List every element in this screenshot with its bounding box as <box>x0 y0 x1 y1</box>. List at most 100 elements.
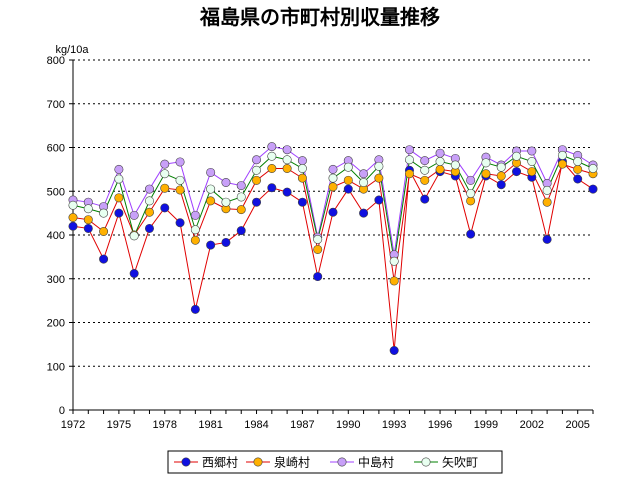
data-point <box>496 171 506 181</box>
series-markers-3 <box>68 142 598 260</box>
data-point <box>328 164 338 174</box>
x-tick-label: 1987 <box>290 419 314 431</box>
y-tick-label: 300 <box>47 274 65 286</box>
data-point <box>420 165 430 175</box>
data-point <box>83 223 93 233</box>
data-point <box>190 225 200 235</box>
gridlines <box>73 59 593 367</box>
data-point <box>252 165 262 175</box>
data-point <box>160 203 170 213</box>
data-point <box>129 231 139 241</box>
legend-label: 中島村 <box>358 455 394 470</box>
axes: 0 100 200 300 400 500 600 700 800 1972 1975 1978 198… <box>47 55 594 431</box>
y-tick-label: 100 <box>47 361 65 373</box>
data-point <box>221 237 231 247</box>
data-point <box>435 164 445 174</box>
data-point <box>343 184 353 194</box>
data-point <box>573 164 583 174</box>
data-point <box>252 155 262 165</box>
data-point <box>466 188 476 198</box>
data-point <box>175 157 185 167</box>
data-point <box>389 276 399 286</box>
data-point <box>282 145 292 155</box>
data-point <box>573 157 583 167</box>
data-point <box>542 197 552 207</box>
legend-item-2: 泉崎村 <box>246 456 310 470</box>
legend: 西郷村 泉崎村 中島村 矢吹町 <box>167 450 503 474</box>
data-point <box>175 185 185 195</box>
data-point <box>267 142 277 152</box>
legend-label: 矢吹町 <box>442 456 478 470</box>
data-point <box>420 175 430 185</box>
legend-marker <box>421 457 431 467</box>
data-point <box>190 235 200 245</box>
series-group <box>68 142 598 355</box>
data-point <box>252 197 262 207</box>
data-point <box>328 182 338 192</box>
x-tick-label: 1999 <box>474 419 498 431</box>
data-point <box>359 178 369 188</box>
legend-marker <box>181 457 191 467</box>
data-point <box>297 197 307 207</box>
y-tick-label: 400 <box>47 230 65 242</box>
y-tick-label: 800 <box>47 55 65 67</box>
data-point <box>282 155 292 165</box>
data-point <box>542 185 552 195</box>
data-point <box>527 167 537 177</box>
data-point <box>466 229 476 239</box>
y-tick-label: 700 <box>47 99 65 111</box>
data-point <box>420 156 430 166</box>
legend-marker <box>253 457 263 467</box>
data-point <box>466 175 476 185</box>
x-tick-label: 1981 <box>198 419 222 431</box>
data-point <box>313 272 323 282</box>
data-point <box>573 174 583 184</box>
data-point <box>267 164 277 174</box>
data-point <box>206 240 216 250</box>
legend-item-1: 西郷村 <box>174 456 238 470</box>
data-point <box>144 196 154 206</box>
x-tick-label: 1975 <box>107 419 131 431</box>
data-point <box>313 244 323 254</box>
x-tick-label: 1978 <box>153 419 177 431</box>
data-point <box>236 205 246 215</box>
data-point <box>374 173 384 183</box>
y-tick-label: 0 <box>59 405 65 417</box>
data-point <box>389 256 399 266</box>
legend-item-3: 中島村 <box>330 455 394 470</box>
data-point <box>359 169 369 179</box>
data-point <box>343 162 353 172</box>
data-point <box>144 184 154 194</box>
data-point <box>114 174 124 184</box>
data-point <box>144 223 154 233</box>
y-tick-label: 600 <box>47 143 65 155</box>
data-point <box>282 164 292 174</box>
data-point <box>420 194 430 204</box>
data-point <box>83 204 93 214</box>
data-point <box>267 151 277 161</box>
data-point <box>450 160 460 170</box>
data-point <box>313 234 323 244</box>
data-point <box>297 156 307 166</box>
data-point <box>389 345 399 355</box>
data-point <box>297 164 307 174</box>
data-point <box>160 183 170 193</box>
data-point <box>83 215 93 225</box>
x-tick-label: 1993 <box>382 419 406 431</box>
data-point <box>68 213 78 223</box>
x-tick-label: 1996 <box>428 419 452 431</box>
x-tick-label: 1990 <box>336 419 360 431</box>
data-point <box>328 207 338 217</box>
series-markers-4 <box>68 150 598 266</box>
data-point <box>175 175 185 185</box>
data-point <box>404 145 414 155</box>
data-point <box>374 195 384 205</box>
data-point <box>297 173 307 183</box>
data-point <box>328 173 338 183</box>
data-point <box>144 207 154 217</box>
y-tick-label: 200 <box>47 318 65 330</box>
x-tick-label: 1984 <box>244 419 268 431</box>
data-point <box>206 184 216 194</box>
data-point <box>557 159 567 169</box>
chart-title: 福島県の市町村別収量推移 <box>199 5 440 29</box>
